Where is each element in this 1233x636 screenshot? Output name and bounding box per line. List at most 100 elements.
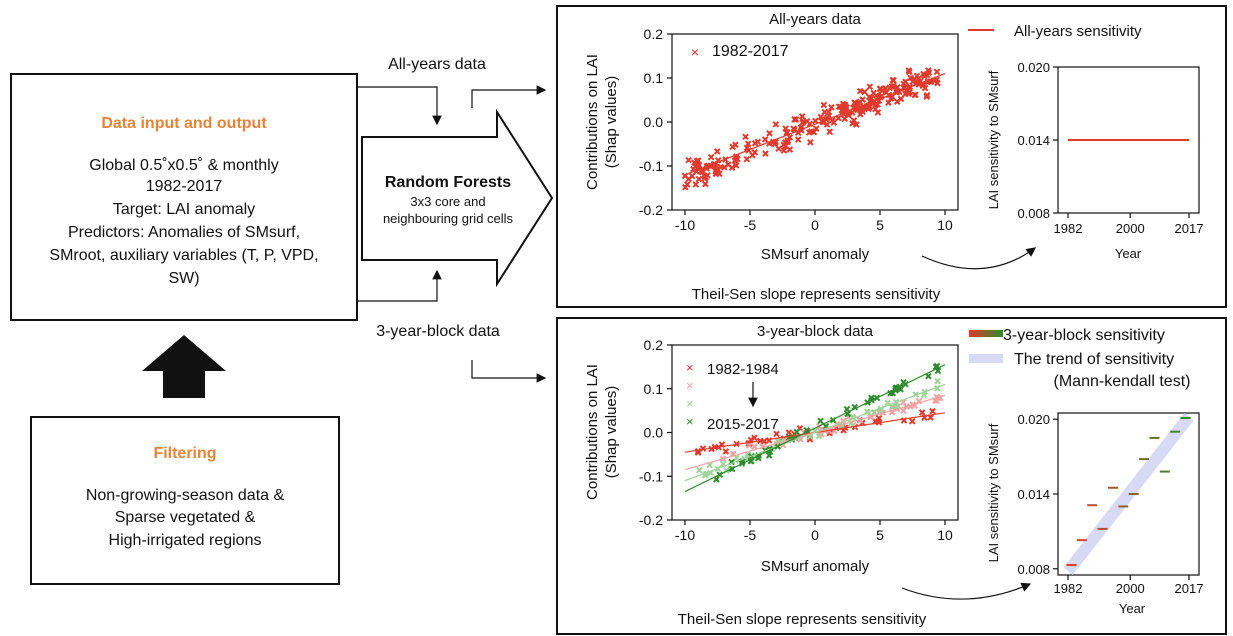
- top-scatter-point: [732, 141, 739, 149]
- top-scatter-xtick-label: 5: [876, 217, 884, 233]
- bottom-scatter-point: [765, 452, 773, 459]
- top-scatter-point: [784, 138, 791, 146]
- top-scatter-point: [902, 90, 909, 98]
- bottom-sens-ytick-label: 0.008: [1017, 562, 1050, 577]
- data-input-box: Data input and output Global 0.5˚x0.5˚ &…: [10, 73, 358, 321]
- top-scatter-point: [828, 104, 835, 111]
- bottom-sens-xtick-label: 2017: [1175, 581, 1204, 596]
- top-scatter-point: [685, 156, 692, 164]
- random-forests-line-2: neighbouring grid cells: [383, 211, 514, 226]
- top-scatter-ylabel-1: Contributions on LAI: [584, 54, 601, 190]
- data-input-line-6: SW): [168, 270, 199, 287]
- bottom-scatter-ylabel-1: Contributions on LAI: [584, 364, 601, 500]
- bottom-scatter-ytick-label: 0.1: [644, 381, 664, 397]
- bottom-scatter-trend-line: [684, 364, 946, 493]
- bottom-scatter-point: [929, 407, 936, 415]
- top-sens-xtick-label: 1982: [1054, 221, 1083, 236]
- bottom-scatter-point: [793, 428, 801, 436]
- top-scatter-point: [817, 113, 825, 121]
- bottom-sens-trend-band: [1063, 413, 1194, 575]
- top-scatter-point: [691, 159, 698, 166]
- top-scatter-point: [799, 119, 806, 126]
- bottom-scatter-point: [815, 432, 823, 440]
- top-scatter-point: [692, 181, 700, 188]
- top-scatter-point: [874, 101, 881, 108]
- bottom-legend-first: 1982-1984: [707, 361, 779, 378]
- top-scatter-point: [909, 78, 917, 85]
- top-scatter-point: [876, 85, 884, 93]
- data-input-title: Data input and output: [101, 115, 267, 132]
- top-scatter-title: All-years data: [769, 11, 861, 28]
- top-scatter-point: [780, 147, 788, 154]
- top-scatter-point: [744, 140, 752, 148]
- top-scatter-point: [923, 93, 931, 100]
- trend-legend-swatch: [969, 354, 1003, 363]
- bottom-scatter-ytick-label: -0.1: [639, 468, 663, 484]
- top-scatter-point: [856, 87, 864, 95]
- top-scatter-ytick-label: -0.1: [639, 158, 663, 174]
- bottom-scatter-point: [908, 418, 916, 425]
- bottom-scatter-point: [745, 442, 753, 449]
- bottom-scatter-trend-line: [684, 383, 946, 482]
- filtering-line-3: High-irrigated regions: [109, 532, 262, 549]
- bottom-legend-last: 2015-2017: [707, 416, 779, 433]
- top-scatter-point: [905, 67, 913, 74]
- bottom-sens-legend-block: 3-year-block sensitivity: [1003, 327, 1165, 344]
- data-input-line-5: SMroot, auxiliary variables (T, P, VPD,: [49, 247, 318, 264]
- filtering-box: Filtering Non-growing-season data & Spar…: [30, 416, 340, 585]
- top-scatter-point: [792, 116, 800, 123]
- top-panel: -10 -5 0 5 10 -0.2 -0.1 0.0 0.1 0.2 All-years dat…: [556, 5, 1227, 308]
- bottom-sens-xtick-label: 2000: [1116, 581, 1145, 596]
- filtering-line-2: Sparse vegetated &: [115, 509, 256, 526]
- top-scatter-point: [887, 95, 895, 102]
- top-sens-ytick-label: 0.008: [1017, 206, 1050, 221]
- top-scatter-point: [761, 136, 769, 143]
- legend-marker-green-icon: ×: [686, 414, 694, 429]
- top-scatter-point: [900, 80, 908, 88]
- top-scatter-point: [865, 103, 873, 111]
- bottom-sens-xtick-label: 1982: [1054, 581, 1083, 596]
- bottom-scatter-point: [925, 372, 932, 380]
- bottom-scatter-ytick-label: 0.0: [644, 425, 664, 441]
- top-scatter-point: [826, 128, 834, 136]
- top-scatter-point: [742, 133, 749, 141]
- bottom-scatter-point: [844, 410, 851, 418]
- bottom-scatter-point: [773, 430, 780, 438]
- top-legend-marker-icon: ×: [691, 44, 699, 60]
- top-scatter-point: [702, 173, 710, 181]
- top-legend-series: 1982-2017: [712, 43, 789, 60]
- top-scatter-point: [919, 82, 927, 90]
- top-scatter-point: [806, 129, 813, 136]
- top-scatter-ytick-label: -0.2: [639, 202, 663, 218]
- top-scatter-ytick-label: 0.0: [644, 114, 664, 130]
- top-scatter-point: [911, 91, 919, 99]
- top-scatter-point: [921, 72, 928, 80]
- top-scatter-point: [803, 117, 811, 125]
- top-scatter-point: [762, 150, 769, 157]
- filtering-title: Filtering: [153, 445, 216, 462]
- bottom-scatter-point: [843, 405, 851, 413]
- bottom-sens-marks: 1982 2000 2017 0.008 0.014 0.020: [1017, 412, 1203, 596]
- output-arrow-top: [471, 85, 547, 108]
- top-scatter-point: [711, 163, 719, 170]
- bottom-scatter-marks: -10 -5 0 5 10 -0.2 -0.1 0.0 0.1 0.2: [639, 337, 953, 543]
- legend-marker-lightgreen-icon: ×: [686, 396, 694, 411]
- top-scatter-point: [695, 175, 703, 183]
- bottom-scatter-point: [747, 457, 755, 465]
- top-scatter-xlabel: SMsurf anomaly: [761, 246, 870, 263]
- block-sens-legend-swatch: [969, 330, 1003, 337]
- top-sens-xtick-label: 2017: [1175, 221, 1204, 236]
- data-input-line-3: Target: LAI anomaly: [113, 201, 255, 218]
- bottom-scatter-point: [817, 417, 824, 425]
- top-scatter-point: [867, 94, 875, 102]
- connector-top: [357, 86, 442, 126]
- top-scatter-trend-line: [684, 73, 946, 176]
- top-scatter-point: [925, 67, 932, 74]
- top-sens-ylabel: LAI sensitivity to SMsurf: [986, 70, 1001, 209]
- top-scatter-xtick-label: -5: [744, 217, 757, 233]
- bottom-scatter-point: [785, 429, 793, 436]
- data-input-line-1: Global 0.5˚x0.5˚ & monthly: [89, 157, 278, 174]
- top-scatter-point: [798, 113, 806, 120]
- top-scatter-point: [794, 136, 802, 143]
